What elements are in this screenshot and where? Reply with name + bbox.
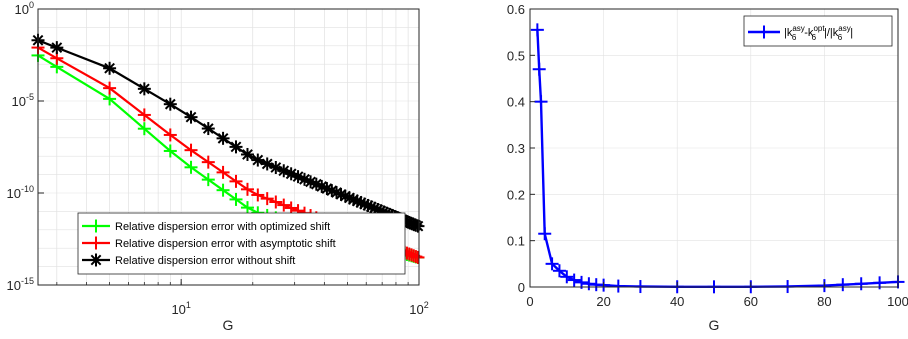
left-legend-label: Relative dispersion error with asymptoti… — [115, 238, 336, 250]
left-data-point — [216, 131, 230, 145]
right-chart-k6-ratio: 0 20 40 60 80 100 0 0.1 0.2 0.3 0.4 0.5 0.6 G |kasy 6… — [507, 2, 908, 333]
left-tick-marks — [38, 8, 420, 286]
left-x-tick-label: 101 — [171, 300, 190, 317]
right-data-point — [854, 277, 868, 291]
right-y-tick-label: 0.2 — [507, 187, 525, 202]
left-data-point — [229, 174, 243, 188]
left-data-point — [411, 219, 425, 233]
left-data-point — [184, 143, 198, 157]
left-data-point — [184, 110, 198, 124]
left-data-point — [163, 144, 177, 158]
left-x-tick-label: 102 — [409, 300, 428, 317]
left-legend-item-0: Relative dispersion error with optimized… — [82, 219, 330, 233]
left-x-axis-label: G — [223, 317, 234, 333]
left-data-point — [277, 198, 291, 212]
left-axes-box — [37, 8, 420, 286]
left-data-point — [240, 147, 254, 161]
left-legend-item-2: Relative dispersion error without shift — [82, 253, 295, 267]
right-data-point — [611, 279, 625, 293]
left-data-point — [240, 182, 254, 196]
left-y-tick-label: 10-15 — [7, 276, 34, 293]
right-data-point — [530, 23, 544, 37]
right-y-tick-label: 0 — [518, 280, 525, 295]
right-data-point — [534, 95, 548, 109]
left-legend-box — [77, 212, 406, 275]
right-data-point — [560, 270, 574, 284]
left-legend-swatch-marker — [89, 219, 103, 233]
right-data-point — [552, 264, 566, 278]
left-data-point — [137, 122, 151, 136]
left-data-point — [184, 160, 198, 174]
right-x-tick-label: 60 — [744, 294, 758, 309]
right-x-tick-label: 100 — [887, 294, 908, 309]
right-tick-labels: 0 20 40 60 80 100 0 0.1 0.2 0.3 0.4 0.5 0.6 — [507, 2, 908, 309]
right-x-tick-label: 40 — [670, 294, 684, 309]
left-data-point — [163, 97, 177, 111]
right-legend-swatch-marker — [757, 25, 771, 39]
left-data-point — [103, 61, 117, 75]
right-data-point — [836, 278, 850, 292]
left-data-point — [260, 157, 274, 171]
left-legend-label: Relative dispersion error with optimized… — [115, 221, 330, 233]
right-x-tick-label: 20 — [596, 294, 610, 309]
left-data-point — [137, 82, 151, 96]
left-legend-swatch-marker — [89, 253, 103, 267]
right-legend: |kasy 6 -kopt 6 |/|kasy 6 | — [743, 15, 893, 47]
left-data-point — [137, 108, 151, 122]
right-y-tick-label: 0.5 — [507, 48, 525, 63]
right-data-point — [567, 273, 581, 287]
left-data-point — [163, 128, 177, 142]
left-data-point — [229, 192, 243, 206]
right-y-tick-label: 0.4 — [507, 95, 525, 110]
right-y-tick-label: 0.1 — [507, 234, 525, 249]
left-data-point — [216, 165, 230, 179]
left-y-tick-label: 10-10 — [7, 184, 34, 201]
left-data-point — [260, 192, 274, 206]
left-data-point — [201, 122, 215, 136]
left-y-tick-label: 10-5 — [12, 92, 34, 109]
left-data-point — [411, 250, 425, 264]
left-data-point — [284, 201, 298, 215]
right-data-point — [538, 227, 552, 241]
left-legend-swatch-marker — [89, 236, 103, 250]
right-data-point — [545, 257, 559, 271]
right-y-tick-label: 0.6 — [507, 2, 525, 17]
left-legend: Relative dispersion error with optimized… — [77, 212, 406, 275]
right-x-axis-label: G — [709, 317, 720, 333]
right-x-tick-label: 80 — [817, 294, 831, 309]
left-tick-labels: 101 102 100 10-5 10-10 10-15 — [7, 0, 429, 317]
right-data-point — [532, 62, 546, 76]
left-data-point — [216, 183, 230, 197]
left-y-tick-label: 100 — [15, 0, 34, 17]
left-data-point — [103, 81, 117, 95]
left-data-point — [201, 173, 215, 187]
left-legend-label: Relative dispersion error without shift — [115, 255, 295, 267]
right-legend-label: |kasy 6 -kopt 6 |/|kasy 6 | — [784, 24, 853, 42]
right-x-tick-label: 0 — [526, 294, 533, 309]
right-tick-marks — [529, 8, 899, 288]
left-legend-item-1: Relative dispersion error with asymptoti… — [82, 236, 336, 250]
left-data-point — [269, 195, 283, 209]
left-data-point — [240, 201, 254, 215]
left-data-point — [251, 188, 265, 202]
left-chart-error-loglog: 101 102 100 10-5 10-10 10-15 G Relative dispe… — [7, 0, 429, 333]
left-data-point — [201, 155, 215, 169]
right-y-tick-label: 0.3 — [507, 141, 525, 156]
left-data-point — [277, 164, 291, 178]
left-data-point — [50, 41, 64, 55]
left-data-point — [229, 140, 243, 154]
right-legend-item-0: |kasy 6 -kopt 6 |/|kasy 6 | — [748, 24, 853, 42]
